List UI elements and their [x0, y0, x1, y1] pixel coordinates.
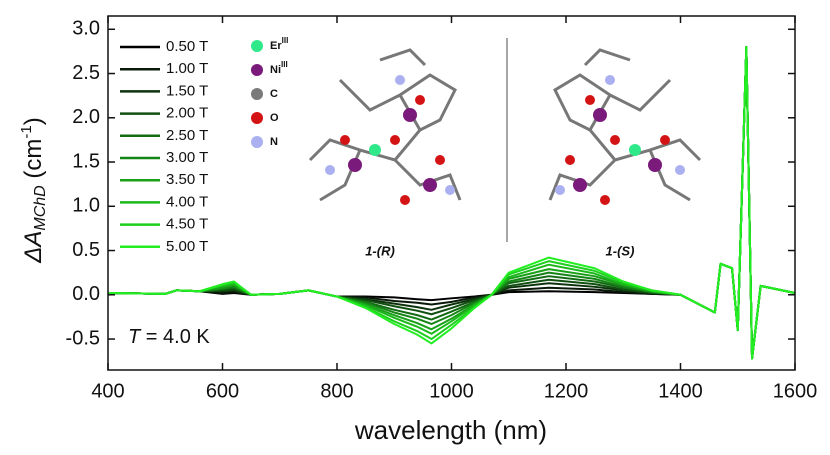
annotation-value: = 4.0 K — [140, 326, 210, 348]
inset-legend-swatch — [251, 88, 263, 100]
legend-label: 1.50 T — [166, 82, 208, 99]
molecule-atoms — [325, 75, 685, 205]
molecule-illustration — [308, 48, 702, 202]
legend-label: 0.50 T — [166, 38, 208, 55]
inset-legend-swatch — [251, 112, 263, 124]
y-label-unit: (cm — [20, 139, 47, 186]
inset-legend-swatch — [251, 40, 263, 52]
inset-legend-element: O — [270, 112, 279, 124]
legend-label: 2.00 T — [166, 105, 208, 122]
x-tick-label: 800 — [320, 380, 353, 402]
y-label-main: ΔA — [20, 231, 47, 264]
y-tick-label: 1.5 — [72, 150, 100, 172]
inset-legend-element: C — [270, 88, 278, 100]
y-tick-label: 0.0 — [72, 283, 100, 305]
inset-legend-element: Ni — [270, 64, 281, 76]
inset-legend-swatch — [251, 136, 263, 148]
y-tick-label: -0.5 — [66, 327, 100, 349]
inset-legend-label: NiIII — [270, 60, 288, 76]
x-tick-label: 1200 — [544, 380, 589, 402]
annotation: T = 4.0 K — [128, 326, 210, 348]
inset-label: 1-(R) — [365, 243, 395, 258]
x-tick-label: 600 — [206, 380, 239, 402]
inset-legend-swatch — [251, 64, 263, 76]
y-label-close: ) — [20, 117, 47, 125]
inset-legend-label: ErIII — [270, 36, 288, 52]
y-tick-label: 2.0 — [72, 106, 100, 128]
legend-label: 5.00 T — [166, 238, 208, 255]
y-label-sup: -1 — [18, 125, 35, 138]
x-axis-label: wavelength (nm) — [354, 415, 547, 445]
y-axis-label: ΔAMChD (cm-1) — [18, 117, 49, 263]
x-tick-label: 1600 — [773, 380, 818, 402]
inset-legend-sup: III — [281, 60, 288, 69]
inset-legend-element: Er — [270, 40, 282, 52]
y-tick-label: 3.0 — [72, 18, 100, 40]
annotation-symbol: T — [128, 326, 142, 348]
inset-legend-label: N — [270, 136, 278, 148]
legend-label: 3.00 T — [166, 149, 208, 166]
series-line — [107, 45, 796, 360]
y-tick-label: 2.5 — [72, 62, 100, 84]
legend-label: 2.50 T — [166, 127, 208, 144]
y-label-sub: MChD — [32, 185, 49, 231]
inset-legend-label: O — [270, 112, 279, 124]
inset-legend-label: C — [270, 88, 278, 100]
x-tick-label: 400 — [91, 380, 124, 402]
legend-label: 4.50 T — [166, 216, 208, 233]
inset-legend-sup: III — [282, 36, 289, 45]
y-tick-label: 0.5 — [72, 239, 100, 261]
y-tick-label: 1.0 — [72, 195, 100, 217]
x-tick-label: 1400 — [658, 380, 703, 402]
legend-label: 1.00 T — [166, 60, 208, 77]
inset-label: 1-(S) — [606, 243, 635, 258]
inset-legend-element: N — [270, 136, 278, 148]
x-tick-label: 1000 — [429, 380, 474, 402]
legend-label: 3.50 T — [166, 171, 208, 188]
legend-label: 4.00 T — [166, 193, 208, 210]
